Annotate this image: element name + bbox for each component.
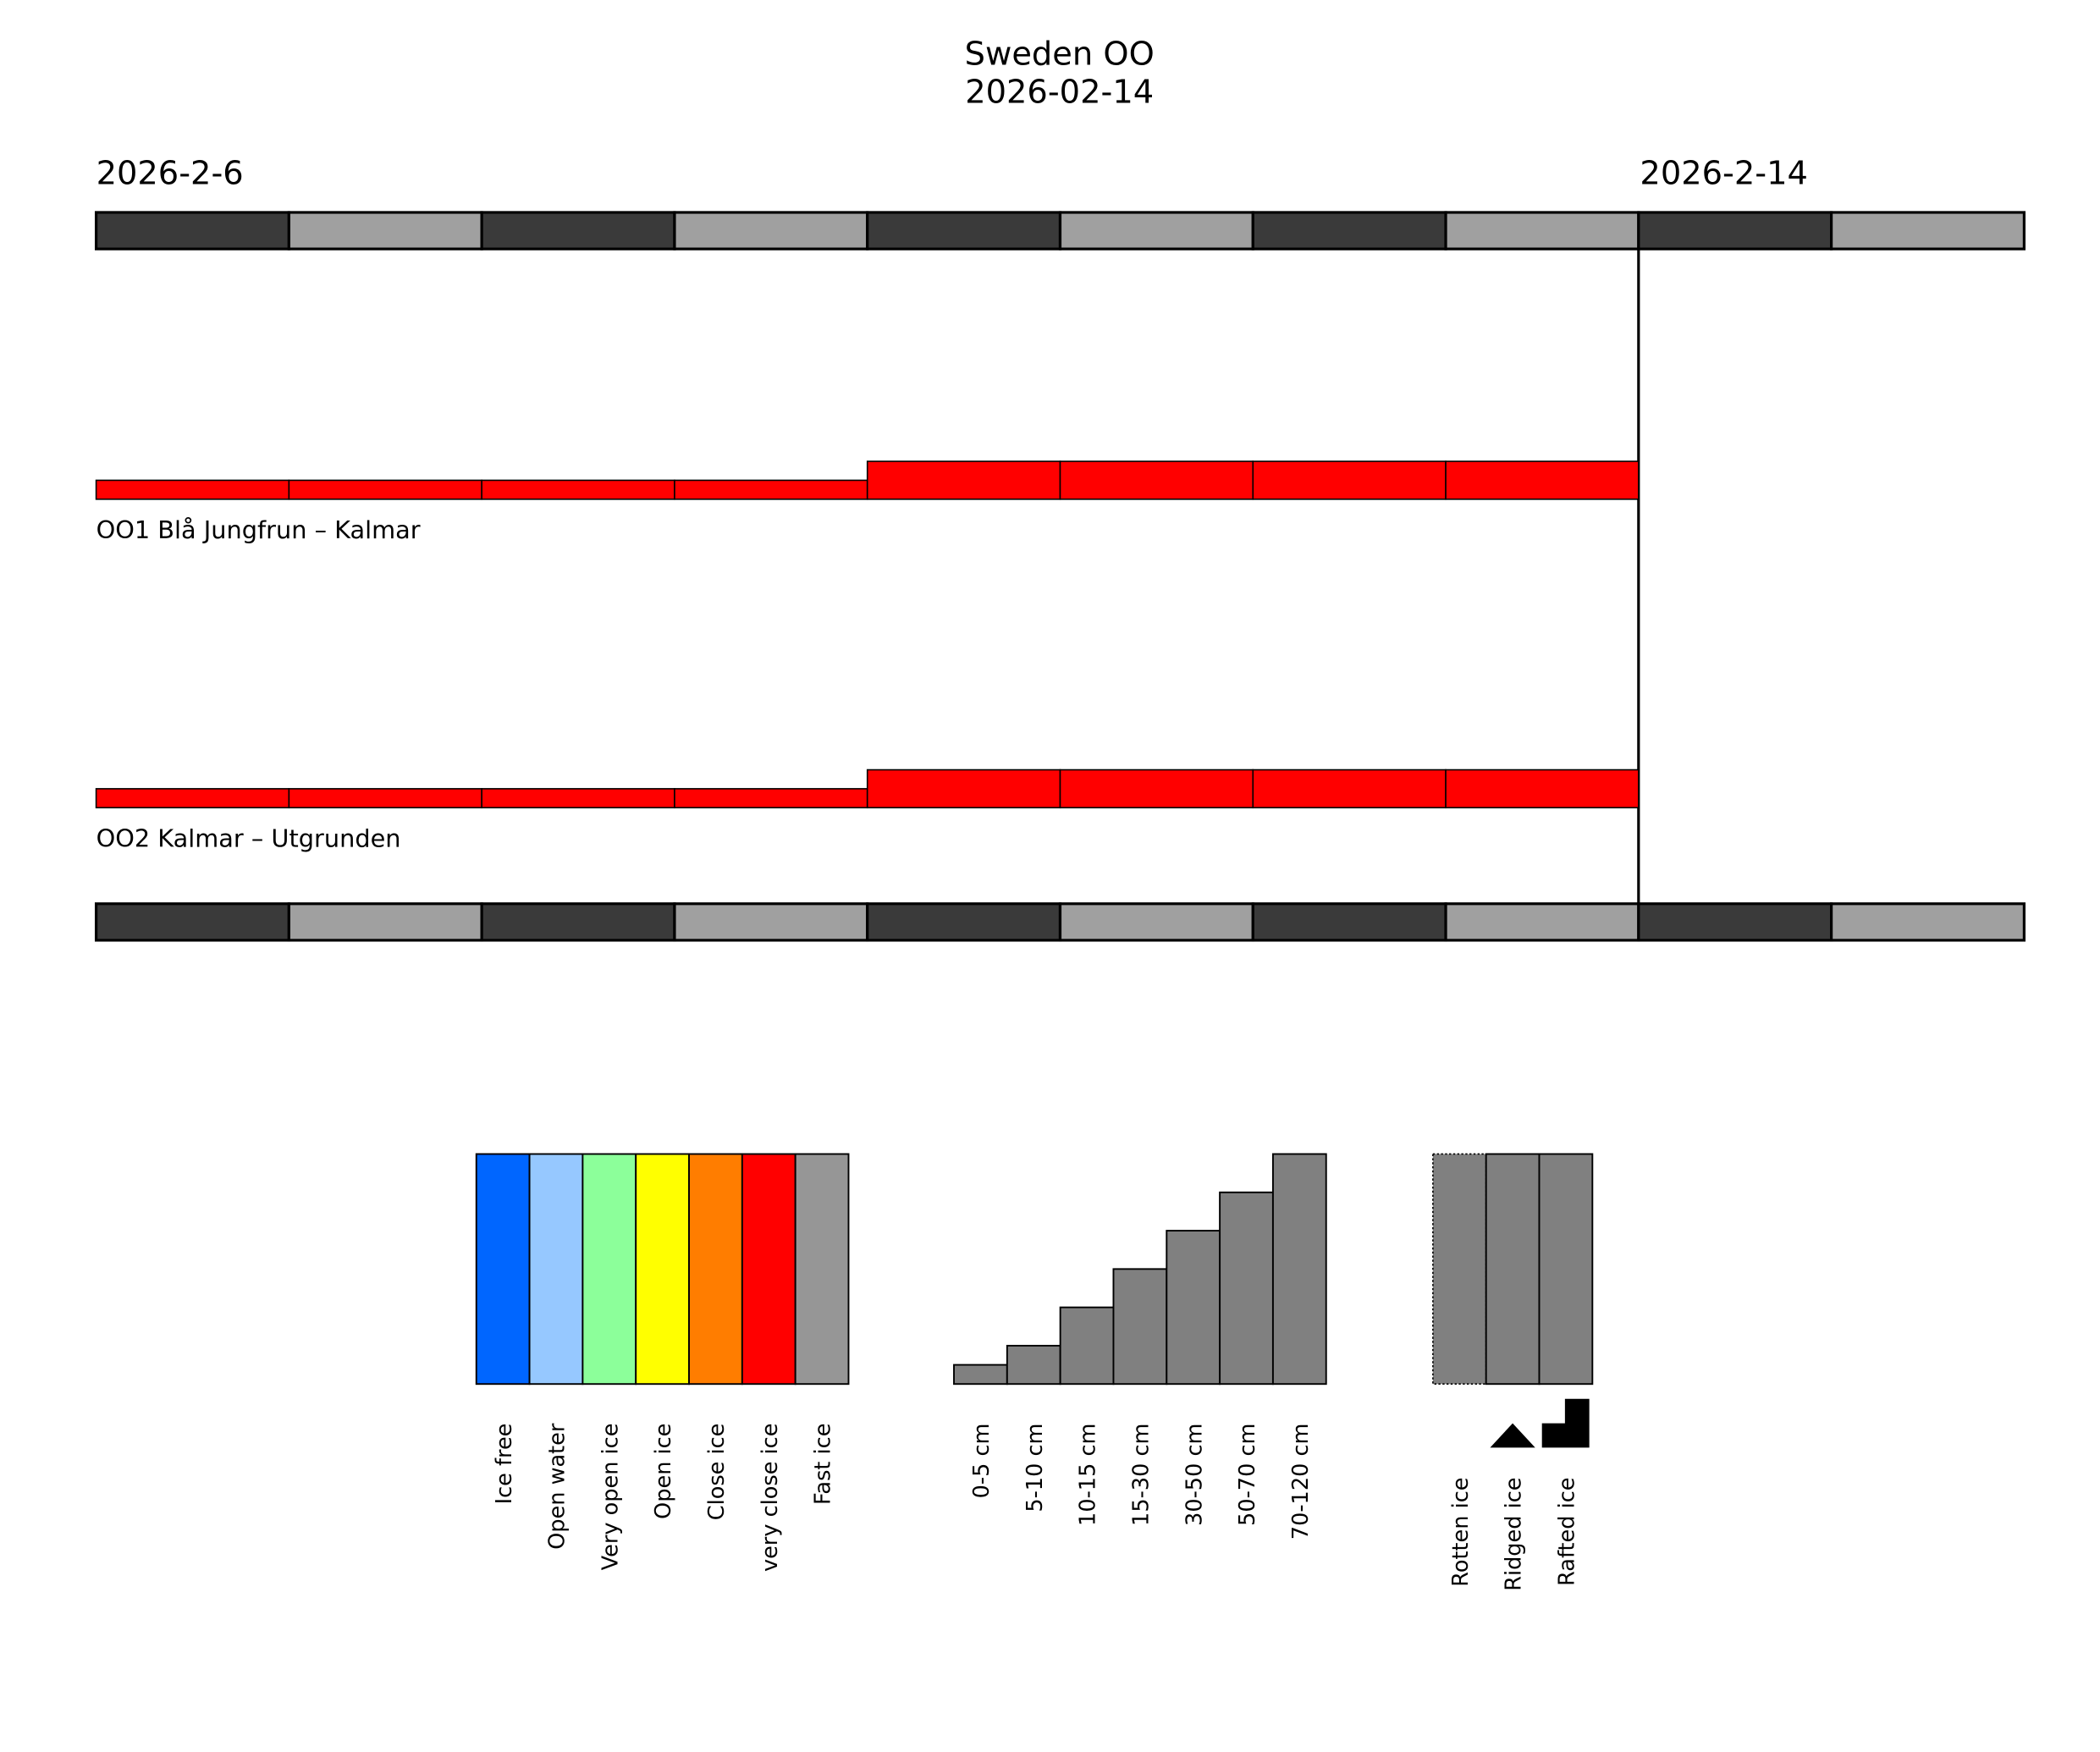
thickness-swatch (953, 1364, 1008, 1386)
top-day-segment (94, 211, 290, 251)
concentration-label: Ice free (492, 1424, 517, 1505)
ice-type-swatch (1485, 1153, 1541, 1386)
thickness-label: 5-10 cm (1022, 1424, 1048, 1512)
concentration-swatch (475, 1153, 531, 1386)
route-label: OO1 Blå Jungfrun – Kalmar (96, 515, 421, 544)
bottom-day-segment (1058, 902, 1254, 942)
ice-type-swatch (1538, 1153, 1594, 1386)
concentration-swatch (688, 1153, 743, 1386)
thickness-label: 50-70 cm (1235, 1424, 1260, 1526)
bottom-day-segment (1444, 902, 1640, 942)
concentration-label: Close ice (704, 1424, 730, 1521)
top-day-segment (673, 211, 869, 251)
concentration-label: Very open ice (598, 1424, 623, 1571)
concentration-swatch (635, 1153, 690, 1386)
route-day-bar (674, 479, 868, 500)
bottom-day-segment (1637, 902, 1833, 942)
thickness-swatch (1006, 1344, 1061, 1386)
thickness-swatch (1059, 1306, 1115, 1386)
route-label: OO2 Kalmar – Utgrunden (96, 824, 401, 853)
route-day-bar (866, 769, 1061, 809)
route-day-bar (1059, 769, 1254, 809)
concentration-label: Fast ice (811, 1424, 836, 1505)
route-day-bar (1059, 460, 1254, 500)
bottom-day-segment (673, 902, 869, 942)
ice-type-label: Rotten ice (1448, 1478, 1474, 1587)
thickness-label: 70-120 cm (1288, 1424, 1314, 1540)
concentration-swatch (528, 1153, 584, 1386)
bottom-day-segment (94, 902, 290, 942)
bottom-day-segment (480, 902, 676, 942)
route-day-bar (866, 460, 1061, 500)
thickness-label: 30-50 cm (1182, 1424, 1207, 1526)
start-date-label: 2026-2-6 (96, 154, 244, 192)
route-day-bar (1445, 460, 1640, 500)
route-day-bar (288, 788, 482, 809)
chart-title: Sweden OO (965, 36, 1155, 74)
chart-subtitle: 2026-02-14 (965, 73, 1154, 111)
route-day-bar (95, 788, 290, 809)
concentration-label: very close ice (758, 1424, 783, 1572)
rafted-ice-icon (1541, 1398, 1590, 1448)
route-day-bar (1445, 769, 1640, 809)
thickness-swatch (1271, 1153, 1327, 1386)
top-day-segment (866, 211, 1062, 251)
top-day-segment (1444, 211, 1640, 251)
concentration-label: Open ice (651, 1424, 676, 1519)
top-day-segment (1830, 211, 2026, 251)
top-day-segment (287, 211, 483, 251)
top-day-segment (1058, 211, 1254, 251)
ice-type-label: Rafted ice (1555, 1478, 1580, 1586)
bottom-day-segment (287, 902, 483, 942)
thickness-swatch (1219, 1191, 1274, 1386)
route-day-bar (95, 479, 290, 500)
route-day-bar (674, 788, 868, 809)
thickness-swatch (1166, 1230, 1221, 1386)
concentration-label: Open water (545, 1423, 570, 1550)
route-day-bar (288, 479, 482, 500)
concentration-swatch (581, 1153, 637, 1386)
thickness-swatch (1112, 1268, 1168, 1386)
bottom-day-segment (1251, 902, 1447, 942)
bottom-day-segment (1830, 902, 2026, 942)
route-day-bar (1252, 769, 1447, 809)
ice-type-swatch (1432, 1153, 1487, 1386)
concentration-swatch (741, 1153, 796, 1386)
route-day-bar (1252, 460, 1447, 500)
route-day-bar (481, 788, 675, 809)
concentration-swatch (794, 1153, 850, 1386)
thickness-label: 0-5 cm (969, 1424, 995, 1499)
current-date-label: 2026-2-14 (1640, 154, 1808, 192)
top-day-segment (480, 211, 676, 251)
bottom-day-segment (866, 902, 1062, 942)
top-day-segment (1251, 211, 1447, 251)
thickness-label: 15-30 cm (1128, 1424, 1154, 1526)
ice-type-label: Ridged ice (1502, 1478, 1527, 1591)
route-day-bar (481, 479, 675, 500)
ridged-ice-icon (1490, 1423, 1535, 1448)
top-day-segment (1637, 211, 1833, 251)
thickness-label: 10-15 cm (1076, 1424, 1101, 1526)
